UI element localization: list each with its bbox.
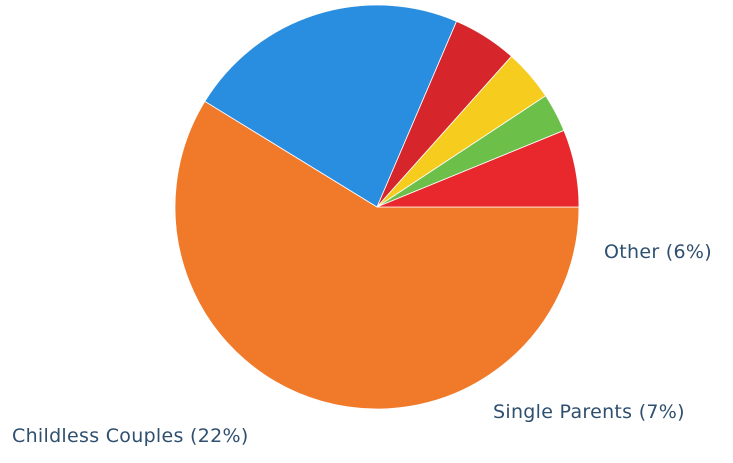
slice-other-red: [376, 129, 580, 208]
label-single-parents: Single Parents (7%): [493, 401, 685, 423]
slice-childless-couples: [204, 4, 458, 208]
pie-slices: [174, 4, 580, 410]
label-other: Other (6%): [604, 241, 712, 263]
label-childless-couples: Childless Couples (22%): [12, 425, 249, 447]
slice-majority: [174, 100, 580, 410]
